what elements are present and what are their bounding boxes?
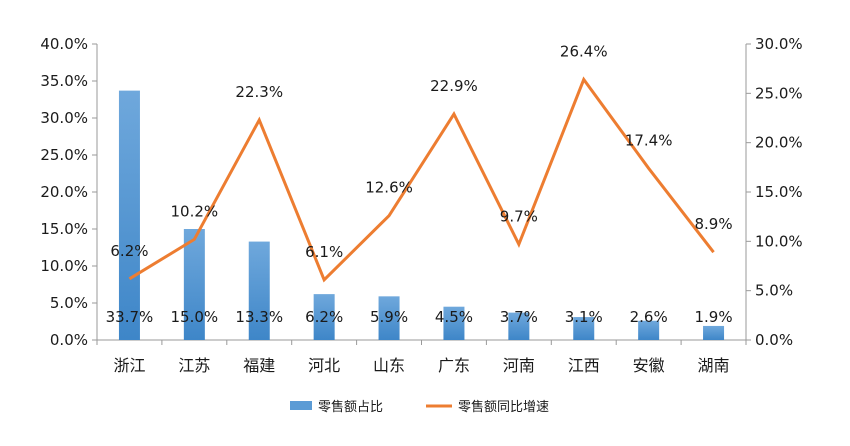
legend: 零售额占比 零售额同比增速 [290,399,549,415]
legend-swatch-bar [290,401,312,410]
line-data-label: 17.4% [625,131,673,149]
x-category-label: 山东 [373,356,405,375]
bar-data-label: 4.5% [435,308,473,326]
y-right-tick-label: 15.0% [755,183,803,201]
x-category-label: 浙江 [113,356,145,375]
y-left-tick-label: 35.0% [40,72,88,90]
y-left-tick-label: 15.0% [40,220,88,238]
line-series-group [129,79,713,279]
line-data-label: 6.2% [110,242,148,260]
legend-label-bar: 零售额占比 [318,399,383,415]
y-left-tick-label: 40.0% [40,35,88,53]
line-data-label: 10.2% [171,202,219,220]
y-left-tick-label: 5.0% [50,294,88,312]
bar-data-label: 2.6% [630,308,668,326]
bar [703,326,724,340]
line-data-label: 22.3% [235,83,283,101]
x-category-label: 江西 [568,356,600,375]
x-category-label: 湖南 [698,356,730,375]
bar-data-label: 1.9% [694,308,732,326]
line-series-path [129,80,713,280]
y-left-tick-label: 0.0% [50,331,88,349]
line-data-label: 26.4% [560,43,608,61]
y-left-tick-label: 30.0% [40,109,88,127]
y-left-tick-label: 20.0% [40,183,88,201]
bar-data-label: 13.3% [235,308,283,326]
line-data-label: 8.9% [694,215,732,233]
bar [119,91,140,340]
x-category-label: 河北 [308,356,340,375]
y-right-tick-label: 5.0% [755,282,793,300]
axes-group: 0.0% 5.0% 10.0% 15.0% 20.0% 25.0% 30.0% 35.0% 40… [40,35,802,375]
y-right-tick-label: 20.0% [755,134,803,152]
bar-data-label: 3.1% [565,308,603,326]
bar-data-label: 33.7% [106,308,154,326]
y-left-tick-label: 25.0% [40,146,88,164]
bar-data-label: 3.7% [500,308,538,326]
line-data-label: 6.1% [305,243,343,261]
x-category-label: 河南 [503,356,535,375]
y-right-tick-label: 10.0% [755,232,803,250]
line-data-label: 12.6% [365,179,413,197]
x-category-label: 广东 [438,356,470,375]
y-right-tick-label: 30.0% [755,35,803,53]
bar-data-label: 6.2% [305,308,343,326]
y-left-tick-label: 10.0% [40,257,88,275]
line-data-label: 22.9% [430,77,478,95]
bar-data-label: 5.9% [370,308,408,326]
y-right-tick-label: 25.0% [755,84,803,102]
x-category-label: 安徽 [633,356,665,375]
line-data-label: 9.7% [500,207,538,225]
bar-data-label: 15.0% [171,308,219,326]
y-right-tick-label: 0.0% [755,331,793,349]
x-category-label: 江苏 [178,356,210,375]
x-category-label: 福建 [243,356,275,375]
legend-label-line: 零售额同比增速 [458,399,549,415]
